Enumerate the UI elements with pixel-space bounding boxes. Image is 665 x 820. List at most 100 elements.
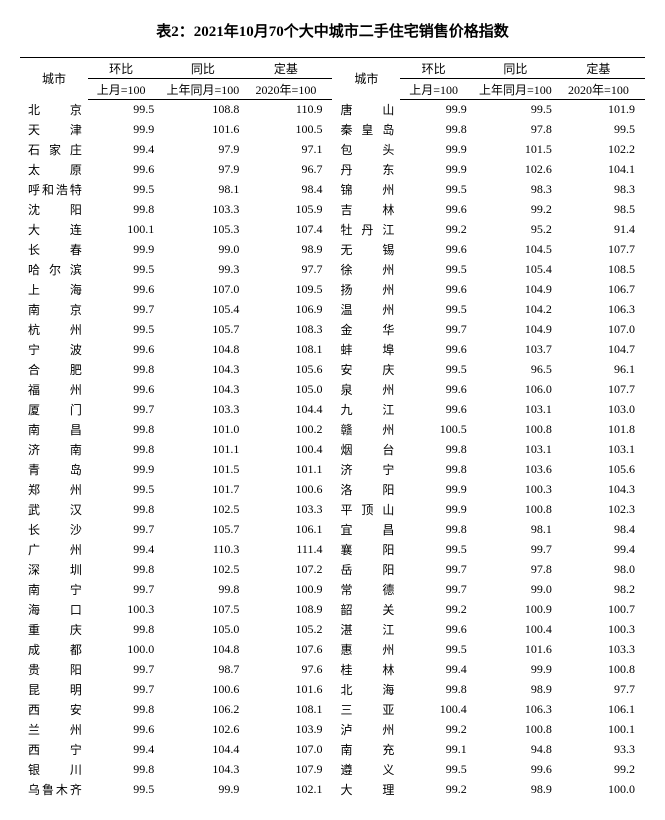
mom-cell: 99.5 [400, 760, 478, 780]
yoy-cell: 101.1 [166, 440, 249, 460]
city-cell: 武汉 [20, 500, 88, 520]
mom-cell: 99.2 [400, 220, 478, 240]
mom-cell: 99.4 [88, 540, 166, 560]
fixed-cell: 107.9 [249, 760, 332, 780]
mom-cell: 99.8 [400, 520, 478, 540]
yoy-cell: 103.1 [479, 440, 562, 460]
fixed-cell: 100.6 [249, 480, 332, 500]
fixed-cell: 98.4 [249, 180, 332, 200]
city-cell: 北海 [332, 680, 400, 700]
city-cell: 襄阳 [332, 540, 400, 560]
city-cell: 泉州 [332, 380, 400, 400]
fixed-cell: 108.1 [249, 340, 332, 360]
mom-cell: 99.6 [400, 380, 478, 400]
city-cell: 赣州 [332, 420, 400, 440]
fixed-cell: 105.6 [562, 460, 645, 480]
city-cell: 常德 [332, 580, 400, 600]
city-cell: 济南 [20, 440, 88, 460]
table-row: 南昌99.8101.0100.2赣州100.5100.8101.8 [20, 420, 645, 440]
fixed-cell: 104.3 [562, 480, 645, 500]
city-cell: 扬州 [332, 280, 400, 300]
mom-cell: 100.5 [400, 420, 478, 440]
yoy-cell: 101.6 [166, 120, 249, 140]
city-cell: 秦皇岛 [332, 120, 400, 140]
city-cell: 郑州 [20, 480, 88, 500]
city-cell: 宁波 [20, 340, 88, 360]
mom-cell: 99.5 [400, 260, 478, 280]
mom-cell: 99.4 [400, 660, 478, 680]
table-row: 呼和浩特99.598.198.4锦州99.598.398.3 [20, 180, 645, 200]
fixed-cell: 107.7 [562, 240, 645, 260]
header-mom-left: 环比 [88, 58, 166, 79]
yoy-cell: 105.3 [166, 220, 249, 240]
yoy-cell: 105.4 [479, 260, 562, 280]
city-cell: 湛江 [332, 620, 400, 640]
yoy-cell: 99.6 [479, 760, 562, 780]
fixed-cell: 100.8 [562, 660, 645, 680]
yoy-cell: 100.8 [479, 500, 562, 520]
mom-cell: 99.8 [400, 120, 478, 140]
table-row: 宁波99.6104.8108.1蚌埠99.6103.7104.7 [20, 340, 645, 360]
city-cell: 沈阳 [20, 200, 88, 220]
yoy-cell: 105.7 [166, 320, 249, 340]
mom-cell: 99.8 [88, 200, 166, 220]
fixed-cell: 93.3 [562, 740, 645, 760]
city-cell: 昆明 [20, 680, 88, 700]
mom-cell: 99.8 [88, 760, 166, 780]
yoy-cell: 101.6 [479, 640, 562, 660]
table-row: 深圳99.8102.5107.2岳阳99.797.898.0 [20, 560, 645, 580]
fixed-cell: 91.4 [562, 220, 645, 240]
fixed-cell: 106.7 [562, 280, 645, 300]
city-cell: 安庆 [332, 360, 400, 380]
yoy-cell: 102.6 [479, 160, 562, 180]
yoy-cell: 103.6 [479, 460, 562, 480]
subheader-yoy-right: 上年同月=100 [479, 79, 562, 100]
fixed-cell: 101.8 [562, 420, 645, 440]
city-cell: 银川 [20, 760, 88, 780]
city-cell: 呼和浩特 [20, 180, 88, 200]
mom-cell: 99.7 [88, 400, 166, 420]
mom-cell: 99.6 [400, 340, 478, 360]
city-cell: 包头 [332, 140, 400, 160]
table-row: 济南99.8101.1100.4烟台99.8103.1103.1 [20, 440, 645, 460]
yoy-cell: 95.2 [479, 220, 562, 240]
fixed-cell: 103.1 [562, 440, 645, 460]
table-row: 天津99.9101.6100.5秦皇岛99.897.899.5 [20, 120, 645, 140]
yoy-cell: 96.5 [479, 360, 562, 380]
subheader-yoy-left: 上年同月=100 [166, 79, 249, 100]
city-cell: 金华 [332, 320, 400, 340]
yoy-cell: 107.5 [166, 600, 249, 620]
mom-cell: 99.5 [400, 180, 478, 200]
subheader-fixed-right: 2020年=100 [562, 79, 645, 100]
table-row: 太原99.697.996.7丹东99.9102.6104.1 [20, 160, 645, 180]
mom-cell: 99.7 [88, 680, 166, 700]
table-row: 大连100.1105.3107.4牡丹江99.295.291.4 [20, 220, 645, 240]
table-row: 南宁99.799.8100.9常德99.799.098.2 [20, 580, 645, 600]
mom-cell: 100.4 [400, 700, 478, 720]
table-row: 重庆99.8105.0105.2湛江99.6100.4100.3 [20, 620, 645, 640]
fixed-cell: 108.5 [562, 260, 645, 280]
city-cell: 长春 [20, 240, 88, 260]
data-table: 城市 环比 同比 定基 城市 环比 同比 定基 上月=100 上年同月=100 … [20, 57, 645, 800]
city-cell: 深圳 [20, 560, 88, 580]
table-row: 贵阳99.798.797.6桂林99.499.9100.8 [20, 660, 645, 680]
mom-cell: 99.8 [88, 500, 166, 520]
fixed-cell: 100.0 [562, 780, 645, 800]
mom-cell: 99.5 [88, 100, 166, 120]
yoy-cell: 104.3 [166, 360, 249, 380]
yoy-cell: 102.5 [166, 500, 249, 520]
yoy-cell: 101.7 [166, 480, 249, 500]
yoy-cell: 104.8 [166, 640, 249, 660]
mom-cell: 99.6 [400, 240, 478, 260]
yoy-cell: 106.2 [166, 700, 249, 720]
city-cell: 南宁 [20, 580, 88, 600]
yoy-cell: 98.1 [479, 520, 562, 540]
fixed-cell: 108.1 [249, 700, 332, 720]
fixed-cell: 100.2 [249, 420, 332, 440]
city-cell: 广州 [20, 540, 88, 560]
city-cell: 韶关 [332, 600, 400, 620]
fixed-cell: 105.0 [249, 380, 332, 400]
table-row: 合肥99.8104.3105.6安庆99.596.596.1 [20, 360, 645, 380]
fixed-cell: 107.0 [249, 740, 332, 760]
city-cell: 泸州 [332, 720, 400, 740]
